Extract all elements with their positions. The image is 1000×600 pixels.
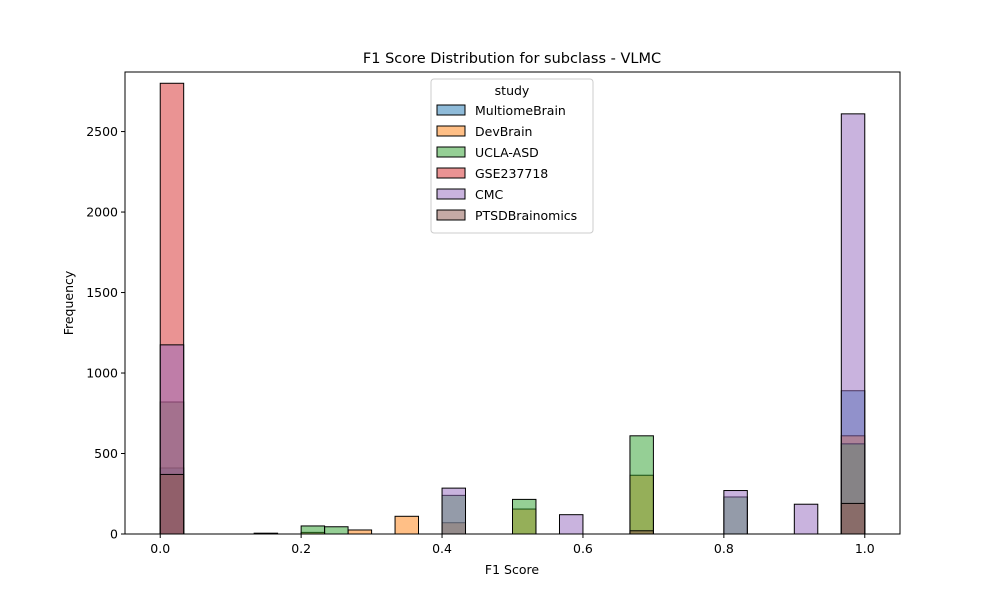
plot-frame xyxy=(124,71,901,535)
x-tick-label: 1.0 xyxy=(855,541,875,556)
x-tick-label: 0.2 xyxy=(291,541,311,556)
bar-devbrain-3 xyxy=(394,515,420,535)
legend-swatch xyxy=(436,188,466,200)
legend-box xyxy=(430,78,594,234)
legend: study MultiomeBrain DevBrain UCLA-ASD GSE237… xyxy=(430,78,594,234)
x-tick-label: 0.8 xyxy=(714,541,734,556)
y-tick-label: 500 xyxy=(94,446,118,461)
y-axis-label: Frequency xyxy=(61,270,76,335)
x-axis-label: F1 Score xyxy=(485,562,539,577)
legend-label: MultiomeBrain xyxy=(475,103,566,118)
bar-ptsdbrainomics-0 xyxy=(159,473,185,535)
legend-swatch xyxy=(436,104,466,116)
bars-group xyxy=(159,82,866,535)
bar-cmc-5 xyxy=(840,113,866,535)
y-tick-label: 1000 xyxy=(86,366,118,381)
bar-cmc-2 xyxy=(558,514,584,535)
legend-swatch xyxy=(436,209,466,221)
chart-title: F1 Score Distribution for subclass - VLM… xyxy=(363,51,661,67)
bar-ucla-asd-1 xyxy=(300,525,326,535)
bar-ptsdbrainomics-2 xyxy=(840,502,866,535)
x-tick-label: 0.0 xyxy=(150,541,170,556)
legend-swatch xyxy=(436,146,466,158)
y-axis: 0 500 1000 1500 2000 2500 xyxy=(86,124,125,542)
y-tick-label: 2500 xyxy=(86,124,118,139)
y-tick-label: 0 xyxy=(110,527,118,542)
bar-cmc-4 xyxy=(793,503,819,535)
legend-label: PTSDBrainomics xyxy=(475,208,577,223)
legend-label: UCLA-ASD xyxy=(475,145,539,160)
bar-cmc-3 xyxy=(723,490,748,535)
legend-label: DevBrain xyxy=(475,124,532,139)
bar-ucla-asd-5 xyxy=(629,435,654,535)
y-tick-label: 2000 xyxy=(86,205,118,220)
x-tick-label: 0.4 xyxy=(432,541,452,556)
legend-title: study xyxy=(495,83,530,98)
x-tick-label: 0.6 xyxy=(573,541,593,556)
y-tick-label: 1500 xyxy=(86,285,118,300)
legend-swatch xyxy=(436,167,466,179)
legend-label: GSE237718 xyxy=(475,166,548,181)
legend-swatch xyxy=(436,125,466,137)
bar-ucla-asd-4 xyxy=(512,498,537,535)
legend-label: CMC xyxy=(475,187,504,202)
bar-ucla-asd-2 xyxy=(324,526,349,535)
bar-devbrain-2 xyxy=(347,529,373,535)
bar-cmc-1 xyxy=(441,487,467,535)
x-axis: 0.0 0.2 0.4 0.6 0.8 1.0 xyxy=(150,534,875,556)
